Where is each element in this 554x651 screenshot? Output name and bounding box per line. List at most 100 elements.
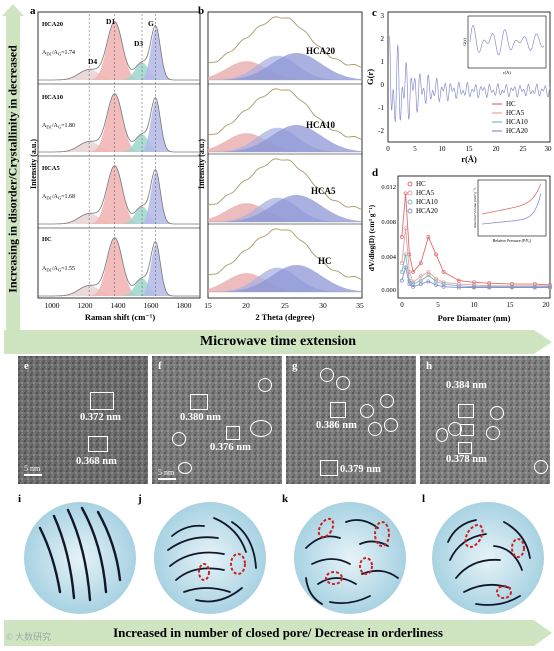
closed-pore bbox=[511, 538, 525, 558]
raman-peak-fill bbox=[38, 141, 200, 152]
pore-line-hca20 bbox=[401, 265, 550, 288]
middle-banner bbox=[4, 330, 552, 354]
legend-label: HCA20 bbox=[506, 127, 528, 135]
pore-series bbox=[399, 191, 552, 290]
left-banner-arrow bbox=[2, 4, 24, 334]
panel-label-j: j bbox=[137, 493, 142, 505]
panel-label-h: h bbox=[426, 360, 433, 372]
lattice-box bbox=[226, 426, 240, 440]
carbon-sphere bbox=[24, 502, 136, 614]
pore-point bbox=[426, 273, 431, 278]
pore-point bbox=[548, 285, 552, 290]
b-sample-name: HCA5 bbox=[311, 186, 336, 196]
tem-image-h: h 0.384 nm 0.378 nm bbox=[420, 356, 550, 484]
ratio-a: A bbox=[42, 194, 47, 200]
b-xtick: 30 bbox=[319, 301, 327, 310]
pore-point bbox=[441, 284, 446, 289]
panel-label-f: f bbox=[158, 360, 162, 372]
pore-point bbox=[472, 280, 476, 285]
pore-point bbox=[426, 279, 431, 284]
d-ytick: 0.008 bbox=[381, 219, 396, 226]
ratio-value: =1.74 bbox=[61, 50, 75, 56]
tem-image-e: e 0.372 nm 0.368 nm 5 nm bbox=[18, 356, 148, 484]
panel-b-ylabel: Intensity (a.u.) bbox=[197, 139, 206, 189]
middle-banner-arrow bbox=[4, 330, 552, 354]
panel-d-yticks: 0.012 0.008 0.004 0.000 bbox=[381, 184, 396, 294]
schematic-sphere-k bbox=[294, 502, 406, 614]
middle-banner-text: Microwave time extension bbox=[199, 334, 357, 349]
c-ytick: 0 bbox=[381, 81, 385, 89]
lattice-spacing: 0.384 nm bbox=[446, 380, 487, 391]
lattice-spacing: 0.386 nm bbox=[316, 420, 357, 431]
panel-c-ylabel: G(r) bbox=[366, 69, 375, 85]
raman-peak-fill bbox=[38, 94, 200, 152]
panel-d-legend: HC HCA5 HCA10 HCA20 bbox=[407, 180, 438, 215]
panel-d-xlabel: Pore Diamater (nm) bbox=[438, 313, 511, 323]
xrd-envelope bbox=[207, 158, 363, 211]
panel-b-xrd: b Intensity (a.u.) 15 20 25 30 35 2 Thet… bbox=[197, 5, 364, 322]
closed-pore bbox=[496, 585, 512, 599]
svg-text:AD1/AG=1.80: AD1/AG=1.80 bbox=[42, 123, 75, 130]
scale-label: 5 nm bbox=[158, 468, 175, 477]
closed-pore-circle bbox=[380, 394, 394, 408]
pore-line-hca5 bbox=[401, 228, 550, 287]
peak-label-d1: D1 bbox=[106, 17, 115, 26]
d-xtick: 20 bbox=[543, 301, 551, 309]
panel-b-xticks: 15 20 25 30 35 bbox=[204, 301, 364, 310]
watermark: © 大数研究 bbox=[6, 632, 52, 642]
ratio-value: =1.55 bbox=[61, 266, 75, 272]
b-xtick: 25 bbox=[281, 301, 289, 310]
pore-point bbox=[441, 269, 446, 274]
legend-swatch-hca20 bbox=[407, 208, 413, 214]
legend-label: HCA5 bbox=[416, 189, 435, 197]
ratio-a: A bbox=[42, 50, 47, 56]
closed-pore-circle bbox=[486, 426, 500, 440]
a-sample-name: HC bbox=[42, 236, 52, 243]
pore-point bbox=[411, 284, 416, 289]
panel-c-inset: r(Å) G(r) bbox=[462, 15, 547, 75]
closed-pore bbox=[359, 557, 373, 575]
c-inset-ylabel: G(r) bbox=[462, 38, 467, 46]
legend-swatch-hca10 bbox=[407, 199, 413, 205]
a-sample-name: HCA5 bbox=[42, 165, 60, 172]
lattice-spacing: 0.380 nm bbox=[180, 412, 221, 423]
lattice-box bbox=[88, 436, 108, 452]
pore-point bbox=[399, 278, 404, 283]
raman-peak-fill bbox=[38, 213, 200, 224]
ratio-a: A bbox=[42, 266, 47, 272]
c-ytick: -2 bbox=[378, 127, 384, 135]
raman-peak-fill bbox=[38, 27, 200, 80]
ratio-mid: /A bbox=[52, 50, 59, 56]
ratio-sub: D1 bbox=[46, 268, 52, 273]
panel-label-c: c bbox=[372, 7, 377, 19]
closed-pore-circle bbox=[172, 432, 186, 446]
closed-pore bbox=[374, 521, 390, 547]
panel-label-k: k bbox=[282, 493, 289, 505]
b-xtick: 35 bbox=[356, 301, 364, 310]
closed-pore-circle bbox=[490, 406, 504, 420]
b-sample-name: HCA10 bbox=[306, 120, 335, 130]
scale-bar bbox=[24, 474, 42, 476]
ratio-sub2: G bbox=[58, 196, 62, 201]
schematic-sphere-l bbox=[432, 502, 544, 614]
legend-label: HC bbox=[506, 100, 516, 108]
lattice-spacing: 0.378 nm bbox=[446, 454, 487, 465]
c-xtick: 15 bbox=[466, 145, 474, 153]
panel-label-g: g bbox=[292, 360, 298, 372]
panel-label-a: a bbox=[30, 5, 36, 17]
b-sample-name: HCA20 bbox=[306, 46, 335, 56]
lattice-spacing: 0.372 nm bbox=[80, 412, 121, 423]
b-sample-name: HC bbox=[318, 256, 332, 266]
pore-point bbox=[434, 252, 438, 257]
closed-pore-circle bbox=[258, 378, 272, 392]
svg-text:AD1/AG=1.55: AD1/AG=1.55 bbox=[42, 266, 75, 273]
d-xtick: 15 bbox=[507, 301, 515, 309]
panel-b-frame bbox=[207, 11, 363, 299]
pore-point bbox=[411, 282, 416, 287]
raman-envelope bbox=[38, 21, 199, 81]
xrd-component bbox=[208, 125, 362, 152]
panel-d-inset: Relative Pressure (P/P₀) Adsorbed Volume… bbox=[473, 179, 547, 243]
ratio-mid: /A bbox=[52, 266, 59, 272]
panel-b-xlabel: 2 Theta (degree) bbox=[255, 312, 314, 322]
pore-point bbox=[426, 235, 431, 239]
